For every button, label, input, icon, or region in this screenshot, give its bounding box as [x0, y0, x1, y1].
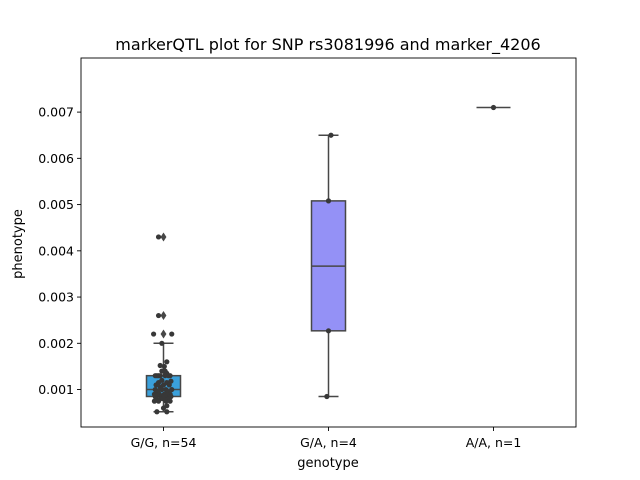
- data-point: [151, 331, 157, 337]
- data-point: [490, 104, 497, 111]
- data-point: [164, 409, 170, 415]
- data-point: [325, 328, 332, 334]
- data-point: [153, 382, 159, 388]
- x-tick-label: G/A, n=4: [300, 435, 357, 450]
- data-point: [160, 405, 167, 411]
- data-point: [154, 409, 160, 415]
- y-tick-label: 0.004: [38, 243, 74, 258]
- data-point: [163, 398, 169, 404]
- y-tick-label: 0.005: [38, 197, 74, 212]
- outlier-marker: [160, 311, 167, 321]
- x-tick-label: A/A, n=1: [466, 435, 522, 450]
- data-point: [161, 363, 167, 370]
- data-point: [157, 362, 163, 369]
- y-tick-label: 0.002: [38, 336, 74, 351]
- box-group: [310, 134, 347, 398]
- data-point: [328, 132, 334, 138]
- data-point: [166, 382, 172, 388]
- data-point: [155, 398, 162, 404]
- plot-area: [80, 57, 577, 428]
- y-tick-label: 0.006: [38, 151, 74, 166]
- outlier-marker: [160, 329, 167, 339]
- x-axis-label: genotype: [297, 456, 358, 471]
- outlier-marker: [160, 232, 167, 242]
- data-point: [169, 386, 175, 393]
- chart-title: markerQTL plot for SNP rs3081996 and mar…: [115, 35, 540, 55]
- data-point: [164, 359, 170, 365]
- y-tick-label: 0.001: [38, 382, 74, 397]
- data-point: [159, 386, 165, 393]
- data-point: [167, 398, 173, 404]
- data-point: [159, 340, 165, 346]
- data-point: [324, 393, 330, 400]
- x-tick-label: G/G, n=54: [131, 435, 197, 450]
- data-point: [325, 198, 332, 204]
- data-point: [157, 373, 163, 379]
- y-axis: 0.001 0.002 0.003 0.004 0.005 0.006 0.007: [38, 105, 81, 397]
- y-tick-label: 0.007: [38, 105, 74, 120]
- data-point: [155, 234, 162, 240]
- y-tick-label: 0.003: [38, 290, 74, 305]
- data-point: [167, 373, 173, 379]
- y-axis-label: phenotype: [11, 209, 26, 279]
- data-point: [169, 331, 175, 337]
- data-point: [151, 398, 158, 404]
- data-point: [155, 312, 162, 319]
- x-axis: G/G, n=54 G/A, n=4 A/A, n=1: [131, 427, 522, 450]
